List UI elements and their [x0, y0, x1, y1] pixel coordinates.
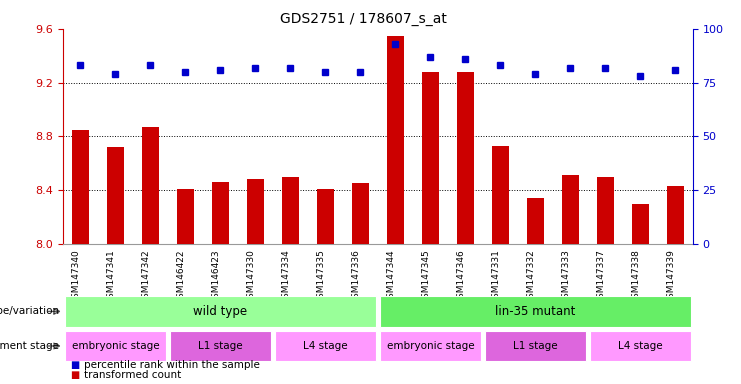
Bar — [72, 130, 89, 244]
Text: GSM146422: GSM146422 — [176, 250, 185, 304]
Bar — [597, 177, 614, 244]
Text: L1 stage: L1 stage — [198, 341, 243, 351]
Text: L4 stage: L4 stage — [618, 341, 662, 351]
Bar — [387, 35, 404, 244]
Text: percentile rank within the sample: percentile rank within the sample — [84, 360, 259, 370]
Bar — [107, 147, 124, 244]
Bar — [562, 175, 579, 244]
Text: development stage: development stage — [0, 341, 59, 351]
Text: GSM147342: GSM147342 — [142, 250, 150, 304]
Bar — [64, 296, 376, 327]
Text: GSM147333: GSM147333 — [562, 250, 571, 305]
Bar — [282, 177, 299, 244]
Text: GSM147335: GSM147335 — [316, 250, 325, 305]
Bar — [631, 204, 649, 244]
Text: GSM146423: GSM146423 — [211, 250, 221, 304]
Text: lin-35 mutant: lin-35 mutant — [495, 305, 576, 318]
Text: GDS2751 / 178607_s_at: GDS2751 / 178607_s_at — [279, 12, 447, 25]
Text: GSM147341: GSM147341 — [107, 250, 116, 305]
Bar — [379, 331, 481, 361]
Bar — [275, 331, 376, 361]
Bar — [527, 198, 544, 244]
Text: ■: ■ — [70, 360, 79, 370]
Text: embryonic stage: embryonic stage — [72, 341, 159, 351]
Text: GSM147334: GSM147334 — [282, 250, 290, 305]
Bar — [422, 72, 439, 244]
Text: L1 stage: L1 stage — [513, 341, 558, 351]
Text: embryonic stage: embryonic stage — [387, 341, 474, 351]
Text: transformed count: transformed count — [84, 370, 181, 380]
Bar — [352, 184, 369, 244]
Bar — [170, 331, 271, 361]
Text: GSM147336: GSM147336 — [351, 250, 360, 305]
Text: genotype/variation: genotype/variation — [0, 306, 59, 316]
Bar — [212, 182, 229, 244]
Bar — [667, 186, 684, 244]
Bar — [316, 189, 334, 244]
Bar — [485, 331, 586, 361]
Bar — [247, 179, 265, 244]
Text: wild type: wild type — [193, 305, 247, 318]
Text: GSM147337: GSM147337 — [597, 250, 605, 305]
Text: L4 stage: L4 stage — [303, 341, 348, 351]
Text: GSM147330: GSM147330 — [247, 250, 256, 305]
Bar — [142, 127, 159, 244]
Text: GSM147345: GSM147345 — [422, 250, 431, 305]
Bar — [590, 331, 691, 361]
Text: GSM147346: GSM147346 — [456, 250, 465, 305]
Bar — [379, 296, 691, 327]
Text: ■: ■ — [70, 370, 79, 380]
Bar — [491, 146, 509, 244]
Text: GSM147338: GSM147338 — [631, 250, 640, 305]
Text: GSM147331: GSM147331 — [491, 250, 500, 305]
Text: GSM147344: GSM147344 — [386, 250, 396, 304]
Bar — [64, 331, 166, 361]
Text: GSM147340: GSM147340 — [71, 250, 81, 305]
Text: GSM147332: GSM147332 — [526, 250, 535, 305]
Bar — [176, 189, 194, 244]
Bar — [456, 72, 474, 244]
Text: GSM147339: GSM147339 — [666, 250, 675, 305]
